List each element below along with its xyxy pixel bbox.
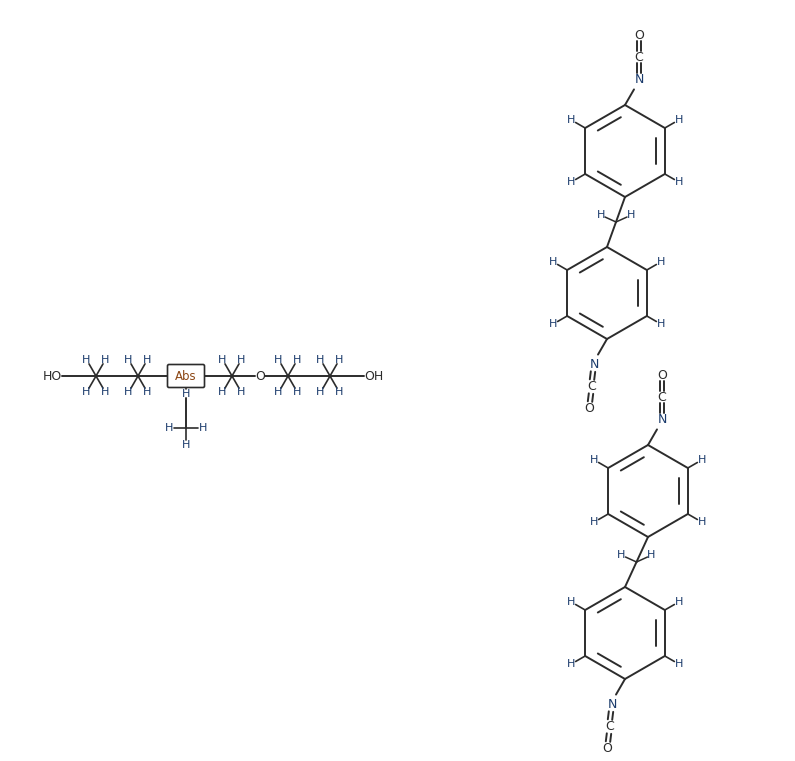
Text: H: H (590, 517, 599, 527)
Text: H: H (219, 387, 227, 397)
Text: H: H (335, 355, 343, 365)
Text: H: H (697, 517, 706, 527)
Text: H: H (182, 440, 190, 450)
Text: H: H (101, 355, 110, 365)
Text: C: C (657, 391, 666, 404)
Text: N: N (657, 413, 667, 426)
Text: H: H (335, 387, 343, 397)
Text: H: H (83, 355, 91, 365)
Text: C: C (606, 720, 615, 733)
Text: H: H (674, 177, 683, 187)
Text: OH: OH (364, 370, 384, 383)
Text: H: H (316, 387, 324, 397)
Text: O: O (602, 742, 612, 755)
Text: N: N (589, 358, 599, 371)
Text: H: H (647, 550, 656, 560)
Text: H: H (617, 550, 626, 560)
Text: O: O (584, 402, 594, 415)
Text: H: H (101, 387, 110, 397)
Text: N: N (634, 73, 644, 86)
Text: H: H (674, 659, 683, 669)
Text: H: H (316, 355, 324, 365)
Text: H: H (549, 319, 557, 329)
Text: H: H (124, 355, 133, 365)
FancyBboxPatch shape (168, 365, 204, 387)
Text: N: N (607, 698, 617, 711)
Text: H: H (274, 387, 283, 397)
Text: H: H (124, 387, 133, 397)
Text: Abs: Abs (175, 370, 197, 383)
Text: H: H (238, 355, 246, 365)
Text: H: H (165, 423, 173, 433)
Text: H: H (293, 387, 301, 397)
Text: H: H (143, 387, 152, 397)
Text: H: H (238, 387, 246, 397)
Text: O: O (255, 370, 265, 383)
Text: H: H (274, 355, 283, 365)
Text: H: H (567, 659, 576, 669)
Text: H: H (674, 597, 683, 607)
Text: H: H (567, 115, 576, 125)
Text: H: H (674, 115, 683, 125)
Text: H: H (567, 177, 576, 187)
Text: H: H (199, 423, 207, 433)
Text: H: H (657, 257, 665, 267)
Text: H: H (83, 387, 91, 397)
Text: H: H (219, 355, 227, 365)
Text: H: H (597, 210, 605, 220)
Text: C: C (634, 51, 643, 64)
Text: HO: HO (42, 370, 62, 383)
Text: O: O (657, 369, 667, 382)
Text: O: O (634, 29, 644, 42)
Text: H: H (697, 455, 706, 465)
Text: H: H (143, 355, 152, 365)
Text: H: H (657, 319, 665, 329)
Text: H: H (549, 257, 557, 267)
Text: H: H (182, 389, 190, 399)
Text: C: C (588, 380, 596, 393)
Text: H: H (590, 455, 599, 465)
Text: H: H (626, 210, 635, 220)
Text: H: H (293, 355, 301, 365)
Text: H: H (567, 597, 576, 607)
